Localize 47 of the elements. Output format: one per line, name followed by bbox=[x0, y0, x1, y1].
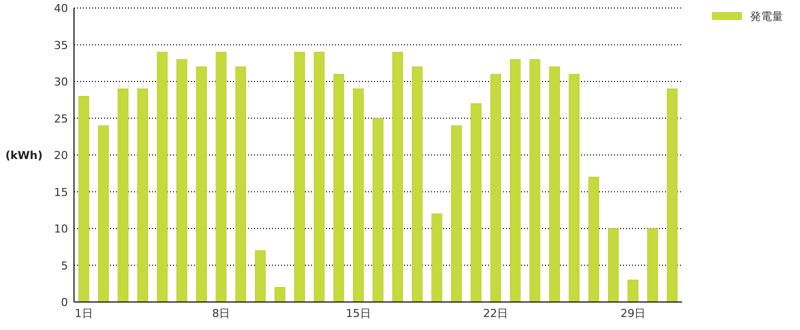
y-tick-label: 10 bbox=[54, 222, 68, 236]
y-tick-label: 5 bbox=[61, 259, 68, 272]
bar bbox=[628, 280, 638, 302]
bar bbox=[118, 88, 128, 302]
y-tick-label: 15 bbox=[54, 186, 68, 199]
bar bbox=[216, 52, 226, 302]
bar bbox=[647, 228, 658, 302]
y-tick-label: 20 bbox=[54, 149, 68, 162]
bar bbox=[98, 125, 109, 302]
bar bbox=[412, 66, 423, 302]
x-tick-label: 1日 bbox=[74, 307, 93, 320]
x-tick-label: 8日 bbox=[212, 307, 230, 320]
bar bbox=[156, 52, 168, 302]
bar bbox=[451, 125, 462, 302]
bar bbox=[549, 66, 560, 302]
bar bbox=[254, 250, 266, 302]
bar bbox=[196, 66, 207, 302]
bar bbox=[588, 176, 600, 302]
bar bbox=[314, 52, 325, 302]
bar bbox=[470, 103, 482, 302]
y-tick-label: 40 bbox=[54, 2, 68, 15]
bar bbox=[608, 228, 619, 302]
y-axis-title: (kWh) bbox=[5, 149, 43, 162]
x-tick-label: 15日 bbox=[346, 307, 371, 320]
x-tick-label: 29日 bbox=[620, 307, 646, 320]
bar bbox=[372, 118, 384, 302]
bar bbox=[431, 214, 442, 302]
bar bbox=[666, 88, 678, 302]
bar bbox=[568, 74, 580, 302]
y-tick-label: 25 bbox=[54, 112, 68, 126]
y-tick-label: 0 bbox=[61, 296, 68, 309]
bar bbox=[530, 59, 540, 302]
bar bbox=[490, 74, 502, 302]
bar bbox=[510, 59, 521, 302]
bar bbox=[294, 52, 305, 302]
bar bbox=[176, 59, 188, 302]
bar bbox=[78, 96, 90, 302]
bar bbox=[353, 88, 364, 302]
bar bbox=[274, 287, 286, 302]
bar bbox=[392, 52, 403, 302]
y-tick-label: 30 bbox=[54, 76, 68, 88]
bar bbox=[137, 88, 148, 302]
bar bbox=[333, 74, 344, 302]
legend-label: 発電量 bbox=[750, 10, 783, 23]
bar bbox=[235, 66, 246, 302]
x-tick-label: 22日 bbox=[483, 307, 508, 320]
y-tick-label: 35 bbox=[54, 38, 68, 52]
